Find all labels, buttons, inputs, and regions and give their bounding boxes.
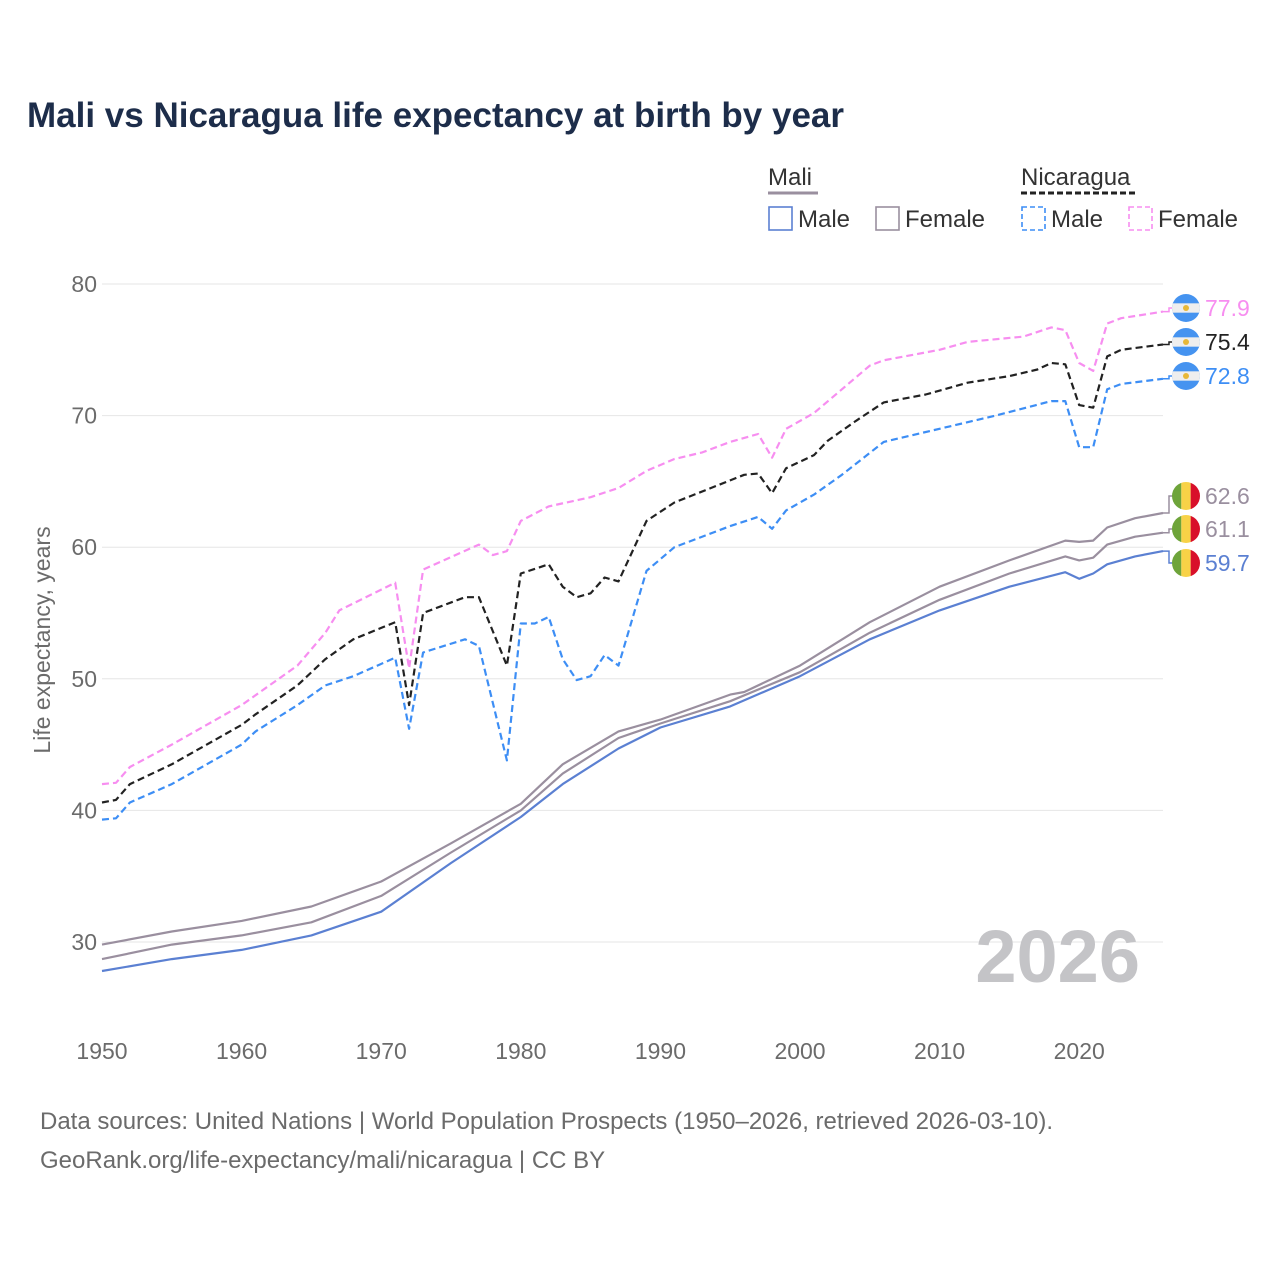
- x-tick-label: 1970: [356, 1038, 407, 1064]
- flag-stripe-red: [1190, 549, 1200, 577]
- legend-swatch: [1021, 206, 1046, 231]
- y-tick-label: 80: [71, 271, 97, 297]
- end-value-label: 75.4: [1205, 329, 1250, 355]
- legend-item-nicaragua-male: Male: [1051, 206, 1103, 233]
- x-tick-label: 1950: [76, 1038, 127, 1064]
- footer-link[interactable]: GeoRank.org/life-expectancy/mali/nicarag…: [40, 1147, 606, 1174]
- end-value-label: 77.9: [1205, 295, 1250, 321]
- legend-swatch: [1128, 206, 1153, 231]
- x-tick-label: 2010: [914, 1038, 965, 1064]
- x-tick-label: 2020: [1054, 1038, 1105, 1064]
- legend: Mali Male Female Nicaragua Male Female: [768, 164, 1238, 233]
- legend-group-title: Mali: [768, 164, 812, 191]
- flag-stripe-yellow: [1181, 482, 1191, 510]
- series-line-mali: [101, 531, 1164, 961]
- y-tick-label: 30: [71, 929, 97, 955]
- y-tick-label: 40: [71, 797, 97, 823]
- y-tick-label: 70: [71, 403, 97, 429]
- footer-sources: Data sources: United Nations | World Pop…: [40, 1108, 1054, 1135]
- flag-emblem: [1183, 373, 1189, 379]
- legend-item-mali-male: Male: [798, 206, 850, 233]
- flag-body: [1172, 328, 1200, 356]
- flag-body: [1172, 515, 1200, 543]
- y-axis-label: Life expectancy, years: [29, 526, 55, 753]
- end-value-label: 72.8: [1205, 363, 1250, 389]
- flag-emblem: [1183, 305, 1189, 311]
- flag-stripe-red: [1190, 515, 1200, 543]
- flag-stripe-red: [1190, 482, 1200, 510]
- series-line-nicaragua: [101, 343, 1164, 804]
- legend-swatch: [875, 206, 900, 231]
- x-tick-label: 2000: [774, 1038, 825, 1064]
- flag-body: [1172, 294, 1200, 322]
- flag-stripe-yellow: [1181, 515, 1191, 543]
- end-value-label: 62.6: [1205, 483, 1250, 509]
- legend-group-title: Nicaragua: [1021, 164, 1131, 191]
- flag-stripe-green: [1172, 515, 1182, 543]
- legend-item-mali-female: Female: [905, 206, 985, 233]
- nicaragua-flag-icon: [1172, 362, 1200, 390]
- flag-body: [1172, 482, 1200, 510]
- flag-stripe-green: [1172, 549, 1182, 577]
- series-line-mali-female: [101, 511, 1164, 946]
- x-tick-label: 1990: [635, 1038, 686, 1064]
- mali-flag-icon: [1172, 549, 1200, 577]
- legend-swatch: [768, 206, 793, 231]
- y-tick-label: 50: [71, 666, 97, 692]
- end-value-label: 61.1: [1205, 516, 1250, 542]
- x-tick-label: 1980: [495, 1038, 546, 1064]
- x-tick-label: 1960: [216, 1038, 267, 1064]
- year-watermark: 2026: [975, 915, 1140, 998]
- flag-body: [1172, 362, 1200, 390]
- flag-stripe-green: [1172, 482, 1182, 510]
- flag-emblem: [1183, 339, 1189, 345]
- legend-item-nicaragua-female: Female: [1158, 206, 1238, 233]
- end-value-label: 59.7: [1205, 550, 1250, 576]
- mali-flag-icon: [1172, 482, 1200, 510]
- y-tick-label: 60: [71, 534, 97, 560]
- flag-stripe-yellow: [1181, 549, 1191, 577]
- nicaragua-flag-icon: [1172, 328, 1200, 356]
- series-line-mali-male: [101, 550, 1164, 973]
- series-line-nicaragua-male: [101, 377, 1164, 821]
- nicaragua-flag-icon: [1172, 294, 1200, 322]
- series-line-nicaragua-female: [101, 310, 1164, 786]
- mali-flag-icon: [1172, 515, 1200, 543]
- flag-body: [1172, 549, 1200, 577]
- chart-title: Mali vs Nicaragua life expectancy at bir…: [27, 96, 845, 135]
